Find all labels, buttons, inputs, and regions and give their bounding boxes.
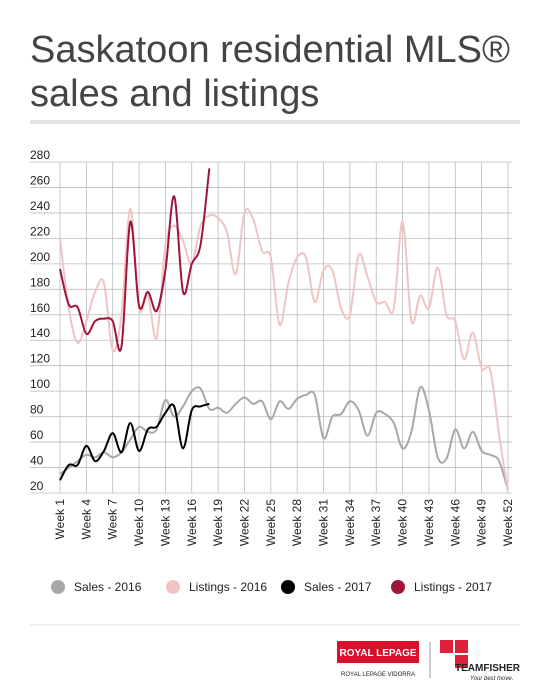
y-tick-label: 60 [30, 428, 44, 442]
divider [30, 120, 520, 124]
logo-square [455, 640, 468, 653]
x-tick-label: Week 1 [53, 499, 67, 540]
y-tick-label: 20 [30, 479, 44, 493]
legend-marker [281, 580, 295, 594]
y-tick-label: 280 [30, 148, 50, 162]
x-tick-label: Week 31 [317, 499, 331, 546]
y-tick-label: 260 [30, 173, 50, 187]
legend-label: Sales - 2017 [304, 580, 372, 594]
legend-label: Sales - 2016 [74, 580, 142, 594]
x-tick-label: Week 25 [264, 499, 278, 546]
x-tick-label: Week 34 [343, 499, 357, 546]
y-tick-label: 100 [30, 377, 50, 391]
y-tick-label: 80 [30, 403, 44, 417]
chart-title: Saskatoon residential MLS® sales and lis… [30, 29, 511, 115]
y-tick-label: 140 [30, 326, 50, 340]
x-tick-label: Week 19 [211, 499, 225, 546]
x-tick-label: Week 46 [448, 499, 462, 546]
x-tick-label: Week 52 [501, 499, 515, 546]
y-tick-label: 40 [30, 454, 44, 468]
legend-label: Listings - 2017 [414, 580, 492, 594]
logo-tagline: Your best move. [470, 676, 513, 682]
logo-box [337, 641, 419, 663]
logo-square [455, 655, 468, 668]
x-tick-label: Week 49 [475, 499, 489, 546]
x-tick-label: Week 16 [185, 499, 199, 546]
series-line [59, 385, 509, 491]
series-line [59, 208, 509, 491]
y-tick-label: 200 [30, 250, 50, 264]
x-tick-label: Week 43 [422, 499, 436, 546]
series-line [59, 402, 210, 481]
y-tick-label: 160 [30, 301, 50, 315]
x-tick-label: Week 40 [396, 499, 410, 546]
logo-brand: ROYAL LEPAGE [339, 648, 416, 659]
logo-office: ROYAL LEPAGE VIDORRA [341, 672, 415, 678]
x-tick-label: Week 13 [158, 499, 172, 546]
x-tick-label: Week 7 [106, 499, 120, 540]
legend-marker [166, 580, 180, 594]
legend-marker [391, 580, 405, 594]
x-tick-label: Week 4 [79, 499, 93, 540]
x-tick-label: Week 37 [369, 499, 383, 546]
y-tick-label: 120 [30, 352, 50, 366]
x-tick-label: Week 28 [290, 499, 304, 546]
y-tick-label: 180 [30, 275, 50, 289]
x-tick-label: Week 22 [237, 499, 251, 546]
y-tick-label: 220 [30, 224, 50, 238]
logo-team: TEAMFISHER [455, 663, 521, 674]
logo-square [440, 640, 453, 653]
series-line [59, 168, 211, 352]
legend-marker [51, 580, 65, 594]
legend-label: Listings - 2016 [189, 580, 267, 594]
y-tick-label: 240 [30, 199, 50, 213]
x-tick-label: Week 10 [132, 499, 146, 546]
